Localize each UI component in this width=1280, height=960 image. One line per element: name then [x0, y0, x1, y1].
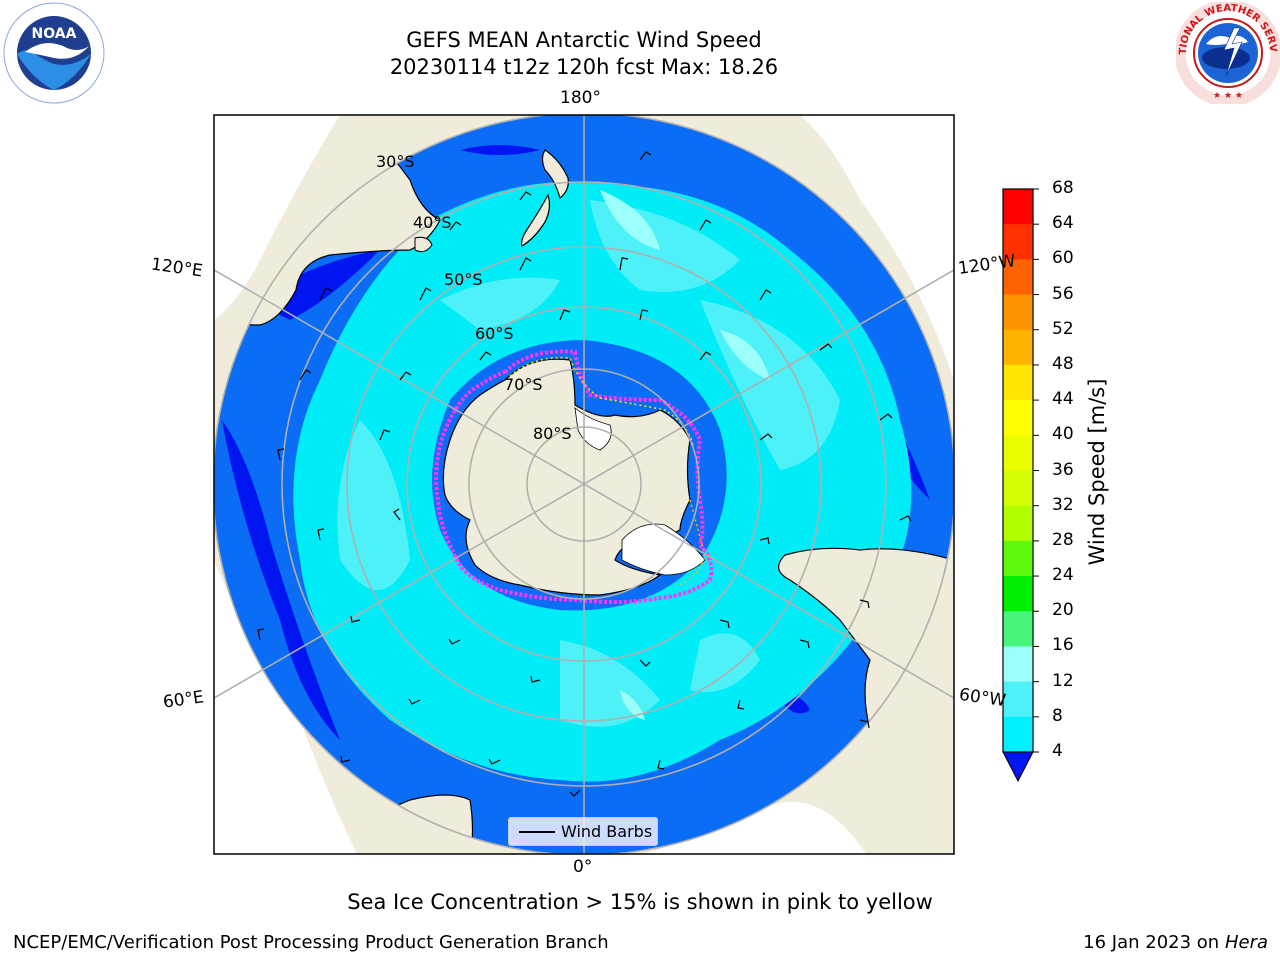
lat-label-30s: 30°S: [376, 152, 415, 171]
colorbar-tick-marks: [1033, 188, 1039, 753]
chart-subtitle: 20230114 t12z 120h fcst Max: 18.26: [389, 55, 779, 79]
colorbar-segment: [1003, 646, 1033, 683]
colorbar-segment: [1003, 540, 1033, 577]
chart-title: GEFS MEAN Antarctic Wind Speed: [406, 28, 762, 52]
legend-label: Wind Barbs: [561, 822, 653, 841]
colorbar-tick-label: 28: [1052, 529, 1074, 550]
colorbar-segment: [1003, 224, 1033, 260]
new-zealand-south: [521, 193, 551, 247]
colorbar-segment: [1003, 505, 1033, 542]
colorbar-segment: [1003, 681, 1033, 718]
map-area: [214, 115, 954, 854]
colorbar-segment: [1003, 294, 1033, 331]
colorbar-tick-label: 16: [1052, 635, 1074, 656]
colorbar-tick-label: 48: [1052, 353, 1074, 374]
tasmania: [414, 236, 433, 253]
noaa-logo-text: NOAA: [32, 26, 77, 42]
colorbar-segment: [1003, 259, 1033, 296]
sea-ice-edge-yellow: [509, 356, 694, 446]
colorbar-tick-label: 64: [1052, 213, 1074, 234]
colorbar-under-triangle: [1002, 751, 1034, 783]
footer-date-text: 16 Jan 2023 on: [1083, 932, 1220, 953]
lon-label-0: 0°: [573, 857, 593, 877]
ocean-wind-lt4: [222, 420, 340, 740]
nws-logo: NATIONAL WEATHER SERVICE ★ ★ ★: [1176, 2, 1280, 104]
colorbar-tick-label: 8: [1052, 705, 1063, 726]
caption: Sea Ice Concentration > 15% is shown in …: [347, 890, 933, 914]
longitude-grid: [214, 115, 954, 854]
lon-label-180: 180°: [560, 88, 601, 108]
colorbar-segment: [1003, 716, 1033, 753]
lat-label-50s: 50°S: [444, 270, 483, 289]
legend-wind-barb-line: [519, 831, 555, 833]
lat-label-60s: 60°S: [475, 324, 514, 343]
colorbar-segment: [1003, 611, 1033, 647]
svg-text:★ ★ ★: ★ ★ ★: [1213, 91, 1243, 101]
noaa-logo: NOAA: [3, 2, 105, 104]
lat-label-70s: 70°S: [504, 375, 543, 394]
wind-barbs: [257, 151, 912, 797]
sea-ice-edge: [434, 349, 714, 605]
colorbar-segment: [1003, 576, 1033, 612]
colorbar-segment: [1003, 189, 1033, 225]
colorbar-tick-label: 12: [1052, 670, 1074, 691]
colorbar-tick-label: 52: [1052, 318, 1074, 339]
colorbar-tick-label: 60: [1052, 248, 1074, 269]
colorbar-tick-label: 40: [1052, 424, 1074, 445]
lat-label-40s: 40°S: [413, 213, 452, 232]
colorbar-segment: [1003, 329, 1033, 366]
colorbar-tick-label: 4: [1052, 741, 1063, 761]
colorbar: [1003, 189, 1033, 753]
new-zealand-north: [541, 149, 569, 200]
legend: Wind Barbs: [508, 817, 658, 846]
footer-date: 16 Jan 2023 on Hera: [1083, 932, 1268, 953]
colorbar-segment: [1003, 364, 1033, 401]
colorbar-tick-label: 20: [1052, 600, 1074, 621]
colorbar-tick-label: 24: [1052, 565, 1074, 586]
colorbar-tick-label: 44: [1052, 389, 1074, 410]
lat-label-80s: 80°S: [533, 424, 572, 443]
colorbar-segment: [1003, 470, 1033, 507]
colorbar-tick-label: 68: [1052, 178, 1074, 198]
colorbar-tick-label: 56: [1052, 283, 1074, 304]
colorbar-segment: [1003, 400, 1033, 436]
colorbar-tick-label: 36: [1052, 459, 1074, 480]
colorbar-tick-label: 32: [1052, 494, 1074, 515]
colorbar-segment: [1003, 435, 1033, 471]
colorbar-label: Wind Speed [m/s]: [1085, 378, 1109, 566]
footer-credit: NCEP/EMC/Verification Post Processing Pr…: [13, 932, 609, 953]
footer-machine: Hera: [1224, 932, 1268, 953]
map-frame: [213, 114, 955, 855]
